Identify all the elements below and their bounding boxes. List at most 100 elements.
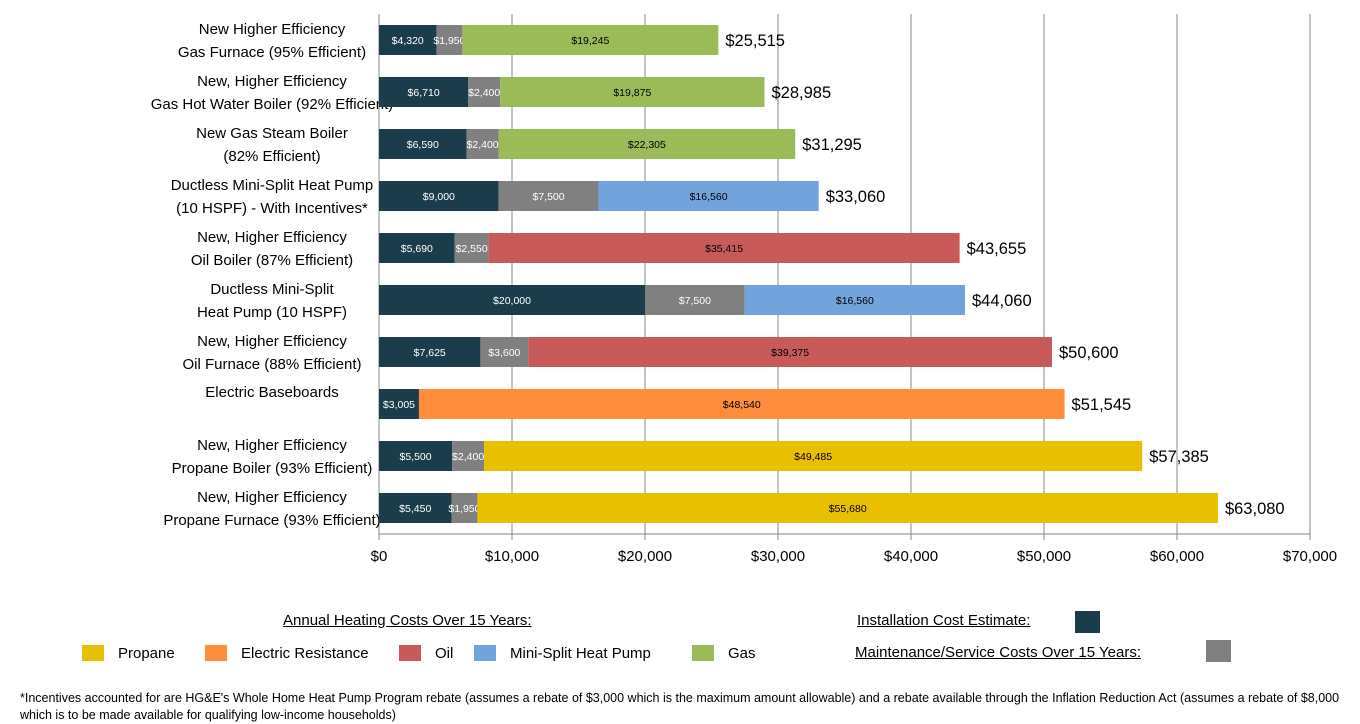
bar-install <box>379 129 467 159</box>
legend-item-electric: Electric Resistance <box>205 643 369 663</box>
total-label: $28,985 <box>772 84 832 102</box>
data-label: $7,625 <box>414 347 446 359</box>
maint-swatch <box>1206 640 1231 662</box>
total-label: $33,060 <box>826 188 886 206</box>
category-label: Oil Boiler (87% Efficient) <box>191 252 353 269</box>
bar-install <box>379 285 645 315</box>
bar-annual-propane <box>484 441 1143 471</box>
data-label: $35,415 <box>705 243 743 255</box>
data-label: $22,305 <box>628 139 666 151</box>
total-label: $44,060 <box>972 292 1032 310</box>
bar-install <box>379 389 419 419</box>
bar-install <box>379 77 469 107</box>
data-label: $48,540 <box>723 399 761 411</box>
legend-item-gas: Gas <box>692 643 756 663</box>
category-label: Propane Furnace (93% Efficient) <box>163 512 380 529</box>
data-label: $2,400 <box>452 451 484 463</box>
category-label: Gas Furnace (95% Efficient) <box>178 44 366 61</box>
gas-swatch <box>692 645 714 661</box>
category-label: New, Higher Efficiency <box>197 437 347 454</box>
bar-install <box>379 441 453 471</box>
data-label: $5,500 <box>400 451 432 463</box>
bar-annual-heatpump <box>744 285 965 315</box>
legend-label-gas: Gas <box>728 644 756 662</box>
x-tick-label: $60,000 <box>1150 548 1204 565</box>
data-label: $5,690 <box>401 243 433 255</box>
legend-maint-title: Maintenance/Service Costs Over 15 Years: <box>855 644 1141 661</box>
total-label: $25,515 <box>725 32 785 50</box>
bar-install <box>379 493 452 523</box>
footnote: *Incentives accounted for are HG&E's Who… <box>20 691 1340 722</box>
total-label: $50,600 <box>1059 344 1119 362</box>
bar-annual-gas <box>498 129 796 159</box>
data-label: $4,320 <box>392 35 424 47</box>
category-label: Gas Hot Water Boiler (92% Efficient) <box>151 96 394 113</box>
data-label: $19,245 <box>571 35 609 47</box>
category-label: Heat Pump (10 HSPF) <box>197 304 347 321</box>
legend-label-heatpump: Mini-Split Heat Pump <box>510 644 651 662</box>
legend-label-oil: Oil <box>435 644 454 662</box>
legend-install-title: Installation Cost Estimate: <box>857 612 1031 629</box>
data-label: $6,710 <box>408 87 440 99</box>
data-label: $49,485 <box>794 451 832 463</box>
heatpump-swatch <box>474 645 496 661</box>
data-label: $2,400 <box>468 87 500 99</box>
total-label: $57,385 <box>1149 448 1209 466</box>
propane-swatch <box>82 645 104 661</box>
data-label: $6,590 <box>407 139 439 151</box>
bar-annual-electric <box>418 389 1065 419</box>
x-tick-label: $40,000 <box>884 548 938 565</box>
bar-annual-oil <box>528 337 1052 367</box>
legend-label-electric: Electric Resistance <box>241 644 369 662</box>
x-tick-label: $30,000 <box>751 548 805 565</box>
total-label: $43,655 <box>967 240 1027 258</box>
data-label: $39,375 <box>771 347 809 359</box>
bar-annual-gas <box>500 77 765 107</box>
data-label: $3,005 <box>383 399 415 411</box>
category-label: New, Higher Efficiency <box>197 229 347 246</box>
bar-maintenance <box>466 129 499 159</box>
category-label: New Higher Efficiency <box>199 21 346 38</box>
total-label: $51,545 <box>1072 396 1132 414</box>
category-label: New, Higher Efficiency <box>197 489 347 506</box>
data-label: $20,000 <box>493 295 531 307</box>
category-label: (10 HSPF) - With Incentives* <box>176 200 368 217</box>
bar-install <box>379 233 455 263</box>
category-label: New, Higher Efficiency <box>197 73 347 90</box>
bar-install <box>379 25 437 55</box>
data-label: $19,875 <box>613 87 651 99</box>
install-swatch <box>1075 611 1100 633</box>
category-label: Propane Boiler (93% Efficient) <box>172 460 373 477</box>
x-tick-label: $70,000 <box>1283 548 1337 565</box>
bar-annual-gas <box>462 25 719 55</box>
legend-label-propane: Propane <box>118 644 175 662</box>
data-label: $3,600 <box>488 347 520 359</box>
electric-swatch <box>205 645 227 661</box>
legend-item-oil: Oil <box>399 643 453 663</box>
total-label: $63,080 <box>1225 500 1285 518</box>
data-label: $16,560 <box>836 295 874 307</box>
total-label: $31,295 <box>802 136 862 154</box>
data-label: $9,000 <box>423 191 455 203</box>
x-tick-label: $0 <box>371 548 388 565</box>
bar-maintenance <box>454 233 489 263</box>
bar-annual-propane <box>477 493 1218 523</box>
oil-swatch <box>399 645 421 661</box>
legend-item-propane: Propane <box>82 643 175 663</box>
bar-annual-oil <box>488 233 960 263</box>
category-label: New Gas Steam Boiler <box>196 125 348 142</box>
bar-maintenance <box>498 181 599 211</box>
data-label: $5,450 <box>399 503 431 515</box>
bar-maintenance <box>436 25 463 55</box>
data-label: $7,500 <box>533 191 565 203</box>
x-tick-label: $50,000 <box>1017 548 1071 565</box>
category-label: Electric Baseboards <box>205 384 338 401</box>
bar-maintenance <box>645 285 745 315</box>
data-label: $1,950 <box>433 35 465 47</box>
data-label: $1,950 <box>448 503 480 515</box>
data-label: $55,680 <box>829 503 867 515</box>
stacked-bar-chart: $0 $10,000 $20,000 $30,000 $40,000 $50,000 $60… <box>151 14 1337 565</box>
bar-install <box>379 181 499 211</box>
bar-maintenance <box>452 441 485 471</box>
bar-install <box>379 337 481 367</box>
